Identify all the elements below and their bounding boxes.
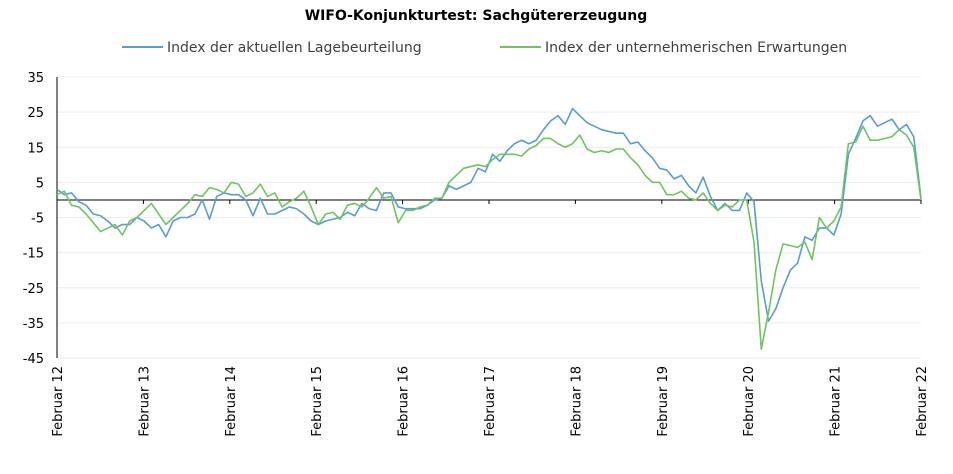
y-tick-label: -15 xyxy=(23,247,44,262)
x-tick-label: Februar 19 xyxy=(656,366,671,437)
y-axis: 35 25 15 5 -5 -15 -25 -35 -45 xyxy=(23,71,44,367)
y-tick-label: 15 xyxy=(27,141,44,156)
series-lines xyxy=(56,107,922,351)
y-tick-label: 5 xyxy=(36,176,44,191)
legend: Index der aktuellen Lagebeurteilung Inde… xyxy=(122,40,847,56)
x-tick-label: Februar 13 xyxy=(137,366,152,437)
y-tick-label: 25 xyxy=(27,106,44,121)
x-tick-label: Februar 12 xyxy=(51,366,66,437)
y-tick-label: -25 xyxy=(23,282,44,297)
x-tick-label: Februar 18 xyxy=(569,366,584,437)
x-tick-label: Februar 17 xyxy=(483,366,498,437)
legend-label-erwartungen: Index der unternehmerischen Erwartungen xyxy=(545,40,847,56)
y-tick-label: 35 xyxy=(27,71,44,86)
y-tick-label: -35 xyxy=(23,317,44,332)
chart-title: WIFO-Konjunkturtest: Sachgütererzeugung xyxy=(305,8,648,24)
y-tick-label: -5 xyxy=(31,212,44,227)
y-tick-label: -45 xyxy=(23,352,44,367)
x-axis: Februar 12 Februar 13 Februar 14 Februar 15… xyxy=(51,77,930,437)
x-tick-label: Februar 14 xyxy=(224,366,239,437)
x-tick-label: Februar 20 xyxy=(742,366,757,437)
legend-label-lage: Index der aktuellen Lagebeurteilung xyxy=(167,40,422,56)
x-tick-label: Februar 16 xyxy=(397,366,412,437)
x-tick-label: Februar 22 xyxy=(915,366,930,437)
x-tick-label: Februar 21 xyxy=(829,366,844,437)
x-tick-label: Februar 15 xyxy=(310,366,325,437)
series-line-1 xyxy=(56,125,922,351)
series-line-0 xyxy=(56,107,922,322)
grid xyxy=(57,76,921,359)
